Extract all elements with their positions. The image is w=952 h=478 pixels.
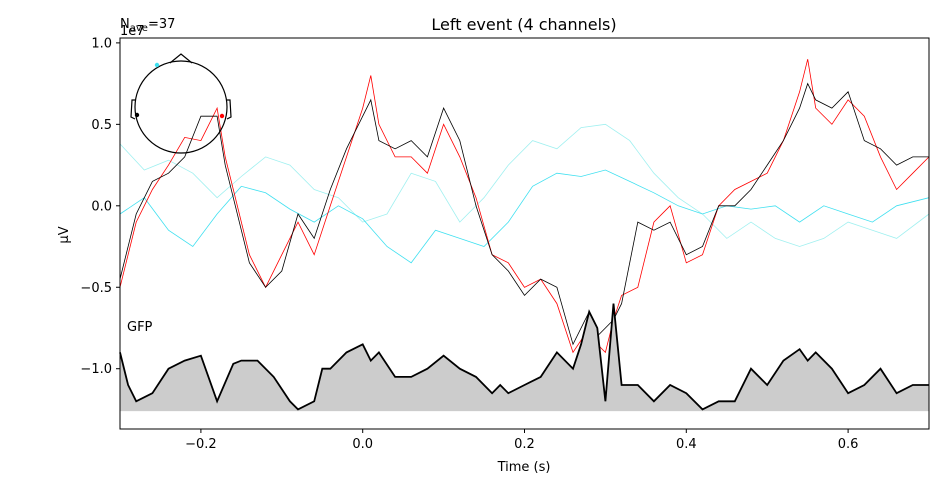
sensor-dot-red bbox=[219, 113, 225, 119]
x-tick-label: −0.2 bbox=[185, 437, 217, 452]
channel-trace-1 bbox=[119, 123, 930, 247]
gfp-area bbox=[120, 303, 929, 412]
channel-trace-2 bbox=[119, 169, 930, 264]
x-axis: −0.2 0.0 0.2 0.4 0.6 bbox=[185, 429, 858, 452]
x-tick-label: 0.6 bbox=[838, 437, 859, 452]
plot-area bbox=[119, 59, 930, 412]
sensor-dot-cyan bbox=[154, 62, 160, 68]
nave-value: =37 bbox=[148, 17, 175, 32]
sensor-head-inset bbox=[130, 53, 232, 154]
channel-trace-4 bbox=[119, 82, 929, 346]
y-axis: 1.0 0.5 0.0 −0.5 −1.0 bbox=[80, 36, 120, 377]
nave-label: N bbox=[120, 17, 130, 32]
head-outline bbox=[134, 60, 228, 154]
channel-trace-3 bbox=[119, 59, 930, 354]
nave-subscript: ave bbox=[130, 23, 148, 34]
chart-title: Left event (4 channels) bbox=[431, 15, 616, 34]
y-tick-label: 1.0 bbox=[91, 36, 112, 51]
head-right-ear bbox=[226, 99, 232, 120]
gfp-line bbox=[119, 303, 929, 411]
gfp-label: GFP bbox=[127, 320, 153, 335]
y-tick-label: −0.5 bbox=[80, 281, 112, 296]
y-tick-label: 0.0 bbox=[91, 199, 112, 214]
y-axis-label: µV bbox=[57, 226, 72, 243]
x-tick-label: 0.0 bbox=[352, 437, 373, 452]
scale-exponent: 1e7 bbox=[120, 24, 145, 39]
x-tick-label: 0.2 bbox=[514, 437, 535, 452]
nave-annotation: Nave=37 bbox=[120, 17, 175, 34]
x-axis-label: Time (s) bbox=[497, 460, 551, 475]
y-tick-label: −1.0 bbox=[80, 362, 112, 377]
head-left-ear bbox=[130, 99, 136, 120]
head-nose bbox=[169, 53, 193, 64]
y-tick-label: 0.5 bbox=[91, 118, 112, 133]
sensor-dot-black bbox=[134, 112, 140, 118]
x-tick-label: 0.4 bbox=[676, 437, 697, 452]
